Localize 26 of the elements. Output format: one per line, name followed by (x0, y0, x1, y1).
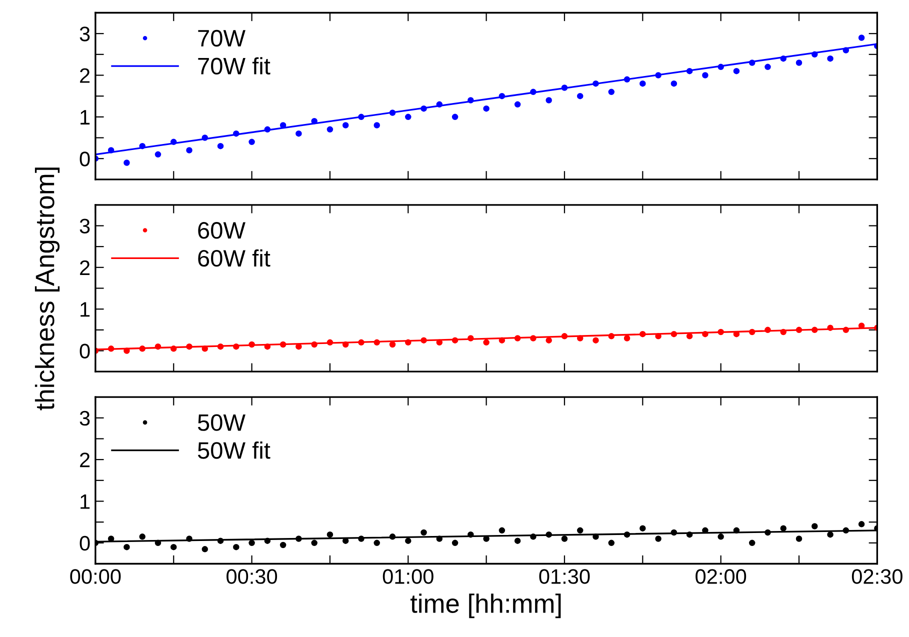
y-tick-label: 0 (80, 344, 90, 358)
y-tick-label: 3 (80, 26, 90, 42)
legend-label: 60W (198, 222, 246, 239)
y-tick-label: 2 (80, 260, 90, 275)
y-tick-label: 2 (80, 68, 90, 83)
x-axis-title: time [hh:mm] (410, 594, 561, 618)
y-tick-label: 0 (80, 152, 90, 166)
y-tick-label: 0 (80, 536, 90, 551)
legend-label: 70W (198, 30, 246, 47)
y-tick-label: 2 (80, 452, 90, 468)
y-tick-label: 3 (80, 218, 90, 234)
y-tick-label: 1 (80, 110, 90, 124)
x-tick-label: 00:30 (226, 569, 278, 584)
y-tick-label: 1 (80, 494, 90, 509)
y-tick-label: 1 (80, 302, 90, 317)
x-tick-label: 02:00 (696, 569, 746, 584)
legend-label: 60W fit (198, 249, 270, 267)
y-axis-title: thickness [Angstrom] (34, 168, 60, 410)
x-tick-label: 02:30 (852, 569, 902, 584)
y-tick-label: 3 (80, 410, 90, 426)
x-tick-label: 01:00 (382, 569, 434, 584)
legend-label: 50W fit (198, 442, 270, 459)
legend-label: 70W fit (198, 57, 270, 75)
legend-label: 50W (198, 414, 246, 431)
x-tick-label: 01:30 (539, 569, 590, 584)
x-tick-label: 00:00 (70, 569, 121, 584)
